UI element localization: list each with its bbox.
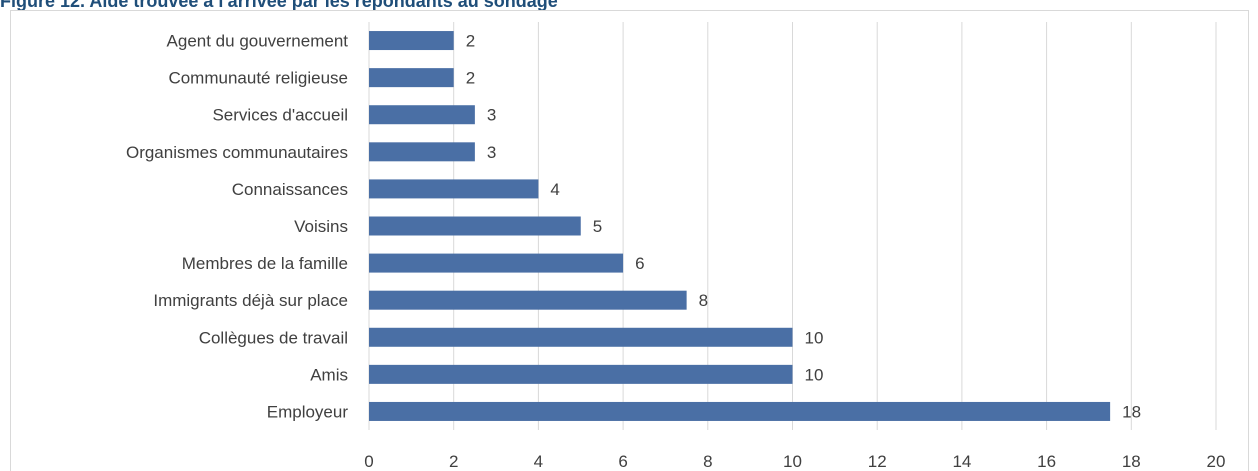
- data-label: 18: [1122, 402, 1141, 421]
- x-tick-label: 8: [703, 452, 712, 471]
- figure-title: Figure 12. Aide trouvée à l'arrivée par …: [0, 0, 558, 11]
- data-label: 6: [635, 254, 644, 273]
- bar: [369, 253, 624, 273]
- x-tick-label: 0: [364, 452, 373, 471]
- data-label: 10: [805, 365, 824, 384]
- data-label: 8: [699, 291, 708, 310]
- data-label: 3: [487, 143, 496, 162]
- data-label: 10: [805, 328, 824, 347]
- category-label: Immigrants déjà sur place: [153, 291, 348, 310]
- chart-frame: [10, 10, 1249, 471]
- x-tick-label: 12: [868, 452, 887, 471]
- x-tick-label: 10: [783, 452, 802, 471]
- bar: [369, 31, 454, 51]
- data-label: 2: [466, 32, 475, 51]
- category-label: Agent du gouvernement: [167, 32, 349, 51]
- category-label: Organismes communautaires: [126, 143, 348, 162]
- bar: [369, 327, 793, 347]
- bar: [369, 68, 454, 88]
- bar: [369, 290, 687, 310]
- bar: [369, 179, 539, 199]
- x-tick-label: 6: [618, 452, 627, 471]
- data-label: 3: [487, 106, 496, 125]
- x-tick-label: 18: [1122, 452, 1141, 471]
- bar: [369, 105, 475, 125]
- data-label: 4: [550, 180, 559, 199]
- bar: [369, 401, 1111, 421]
- category-label: Voisins: [294, 217, 348, 236]
- category-label: Services d'accueil: [212, 106, 348, 125]
- x-tick-label: 4: [534, 452, 543, 471]
- x-tick-label: 16: [1037, 452, 1056, 471]
- data-label: 5: [593, 217, 602, 236]
- category-label: Collègues de travail: [199, 328, 348, 347]
- x-tick-label: 20: [1207, 452, 1226, 471]
- x-tick-label: 14: [952, 452, 971, 471]
- data-label: 2: [466, 69, 475, 88]
- category-label: Employeur: [267, 402, 349, 421]
- category-label: Communauté religieuse: [168, 69, 348, 88]
- category-label: Connaissances: [232, 180, 348, 199]
- x-tick-label: 2: [449, 452, 458, 471]
- category-label: Membres de la famille: [182, 254, 348, 273]
- bar: [369, 142, 475, 162]
- category-label: Amis: [310, 365, 348, 384]
- bar: [369, 364, 793, 384]
- bar: [369, 216, 581, 236]
